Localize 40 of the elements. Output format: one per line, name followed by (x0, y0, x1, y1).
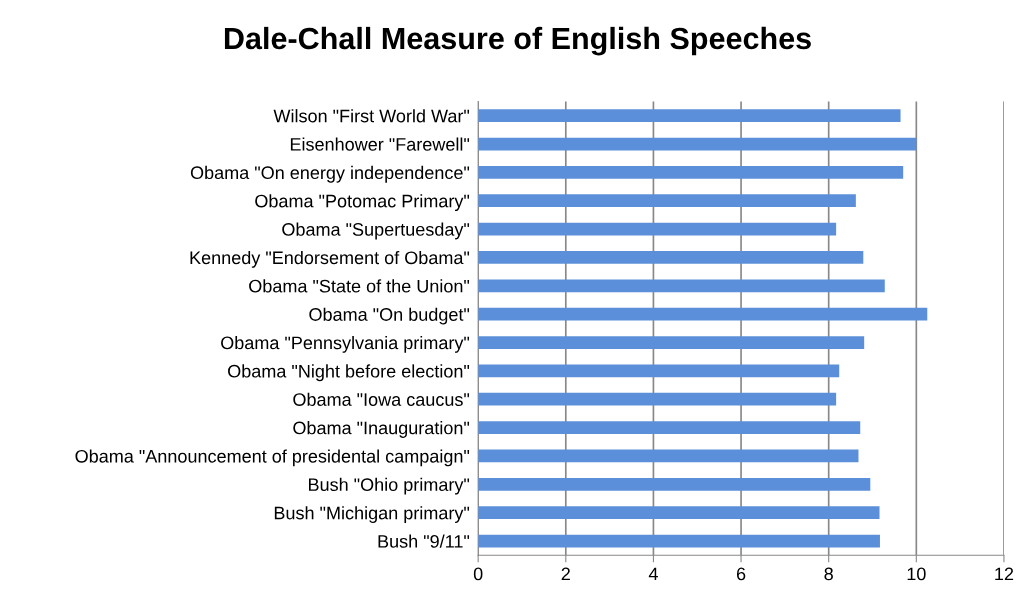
y-tick-label: Obama "Supertuesday" (282, 222, 470, 240)
bar (478, 392, 837, 406)
y-tick-label: Obama "Pennsylvania primary" (221, 335, 470, 353)
x-tick-label: 6 (736, 567, 746, 581)
bar (478, 534, 880, 548)
y-tick-label: Obama "Inauguration" (293, 421, 470, 438)
x-tick-label: 4 (648, 567, 658, 581)
x-tick-label: 2 (561, 567, 570, 581)
chart-title: Dale-Chall Measure of English Speeches (224, 26, 811, 56)
bar (478, 506, 880, 520)
bar (478, 137, 917, 151)
y-tick-label: Obama "Potomac Primary" (255, 194, 470, 212)
bar (478, 421, 861, 434)
bar (478, 194, 856, 208)
x-tick-label: 12 (995, 567, 1014, 581)
bar (478, 477, 871, 491)
y-tick-label: Eisenhower "Farewell" (290, 137, 470, 151)
y-tick-label: Obama "On budget" (309, 307, 470, 325)
y-tick-label: Obama "Night before election" (228, 364, 470, 382)
y-tick-label: Obama "Iowa caucus" (293, 392, 470, 406)
bar (478, 251, 864, 264)
bar (478, 307, 928, 321)
bar (478, 279, 885, 293)
x-tick-label: 8 (824, 567, 833, 581)
y-tick-label: Bush "Ohio primary" (308, 477, 470, 495)
y-tick-label: Bush "Michigan primary" (274, 506, 470, 523)
bar (478, 109, 901, 123)
y-tick-label: Wilson "First World War" (273, 109, 470, 123)
bar (478, 449, 859, 463)
y-tick-label: Obama "On energy independence" (190, 165, 470, 183)
y-tick-label: Obama "Announcement of presidental campaign" (75, 449, 470, 467)
y-tick-label: Kennedy "Endorsement of Obama" (190, 250, 470, 268)
y-tick-label: Obama "State of the Union" (249, 279, 470, 293)
bar (478, 222, 837, 236)
bar (478, 336, 865, 349)
bar (478, 166, 904, 179)
y-tick-label: Bush "9/11" (378, 534, 470, 548)
x-tick-label: 10 (907, 567, 926, 581)
x-tick-label: 0 (473, 567, 483, 581)
bar (478, 364, 840, 378)
